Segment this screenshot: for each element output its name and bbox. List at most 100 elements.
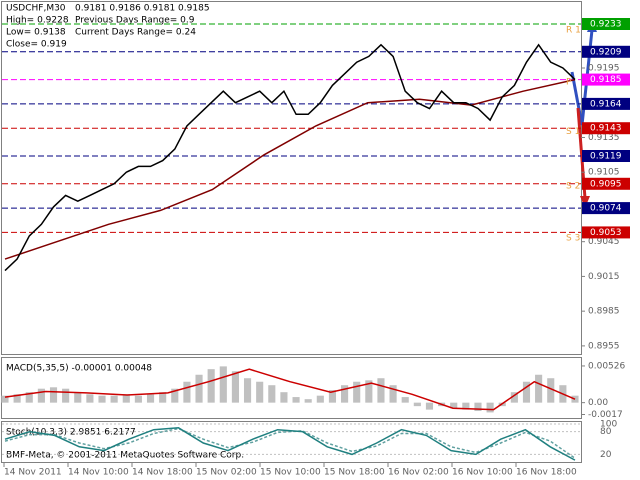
macd-bar xyxy=(450,402,458,409)
pivot-label: S 3 xyxy=(566,234,580,244)
price-tick-label: 0.9135 xyxy=(588,133,620,143)
level-label: 0.9233 xyxy=(590,20,622,30)
price-tick-label: 0.9195 xyxy=(588,64,620,74)
level-label: 0.9053 xyxy=(590,228,622,238)
stoch-label: Stoch(10,3,3) 2.9851 6.2177 xyxy=(6,428,136,438)
macd-tick-label: 0.00 xyxy=(588,398,608,408)
macd-bar xyxy=(341,385,349,403)
time-label: 14 Nov 10:00 xyxy=(68,468,129,478)
macd-bar xyxy=(474,402,482,412)
close: Close= 0.919 xyxy=(6,40,67,50)
macd-bar xyxy=(510,392,518,403)
level-label: 0.9119 xyxy=(590,152,622,162)
macd-bar xyxy=(110,395,118,403)
macd-bar xyxy=(49,387,58,403)
level-box xyxy=(582,177,630,190)
macd-bar xyxy=(86,394,94,403)
ohlc: 0.9181 0.9186 0.9181 0.9185 xyxy=(75,4,210,14)
level-box xyxy=(582,18,630,30)
level-label: 0.9164 xyxy=(590,99,622,109)
macd-bar xyxy=(256,381,264,403)
macd-label: MACD(5,35,5) -0.00001 0.00048 xyxy=(6,364,152,374)
moving-average xyxy=(4,78,576,260)
level-box xyxy=(582,45,630,58)
pivot-label: R 1 xyxy=(566,25,581,35)
level-box xyxy=(582,202,630,215)
pivot-label: S 2 xyxy=(566,182,580,192)
level-box xyxy=(582,122,630,135)
macd-signal xyxy=(4,368,576,411)
macd-bar xyxy=(243,378,252,403)
level-label: 0.9209 xyxy=(590,47,622,57)
curr-range: Current Days Range= 0.24 xyxy=(75,28,196,38)
stoch-tick-label: 100 xyxy=(600,420,617,430)
stoch-main xyxy=(4,427,576,461)
macd-bar xyxy=(316,395,324,403)
macd-bar xyxy=(195,374,203,403)
time-label: 15 Nov 10:00 xyxy=(260,468,321,478)
level-label: 0.9185 xyxy=(590,75,622,85)
macd-bar xyxy=(280,392,288,403)
macd-bar xyxy=(522,381,531,403)
macd-bar xyxy=(389,385,397,403)
level-box xyxy=(582,73,630,86)
prev-range: Previous Days Range= 0.9 xyxy=(75,16,195,26)
time-label: 16 Nov 18:00 xyxy=(516,468,577,478)
macd-bar xyxy=(292,397,300,403)
macd-bar xyxy=(401,397,409,403)
macd-bar xyxy=(183,381,191,403)
time-label: 16 Nov 10:00 xyxy=(452,468,513,478)
macd-bar xyxy=(62,388,70,403)
macd-bar xyxy=(37,388,45,403)
macd-tick-label: -0.0017 xyxy=(588,410,623,420)
macd-bar xyxy=(1,395,9,403)
stoch-signal xyxy=(4,427,576,459)
macd-bar xyxy=(462,402,470,410)
macd-bar xyxy=(231,371,239,403)
macd-bar xyxy=(486,402,494,413)
macd-bar xyxy=(377,378,385,403)
price-tick-label: 0.9015 xyxy=(588,272,620,282)
level-box xyxy=(582,150,630,162)
macd-bar xyxy=(207,369,215,403)
macd-bar xyxy=(171,388,179,403)
pivot-label: P xyxy=(566,77,572,87)
macd-bar xyxy=(413,402,421,407)
macd-bar xyxy=(353,381,361,403)
macd-bar xyxy=(13,394,21,403)
time-label: 15 Nov 18:00 xyxy=(324,468,385,478)
macd-pane xyxy=(1,357,582,419)
time-label: 14 Nov 18:00 xyxy=(132,468,193,478)
macd-bar xyxy=(535,374,543,403)
macd-bar xyxy=(134,395,142,403)
high: High= 0.9228 xyxy=(6,16,69,26)
macd-tick-label: 0.00526 xyxy=(588,361,625,371)
macd-bar xyxy=(25,392,33,403)
macd-bar xyxy=(74,392,82,403)
macd-bar xyxy=(268,385,276,403)
macd-bar xyxy=(304,399,312,403)
price-pane xyxy=(1,1,582,355)
macd-bar xyxy=(159,392,167,403)
macd-bar xyxy=(219,366,227,403)
time-label: 16 Nov 02:00 xyxy=(388,468,449,478)
level-label: 0.9074 xyxy=(590,204,622,214)
time-label: 14 Nov 2011 xyxy=(4,468,62,478)
level-label: 0.9143 xyxy=(590,124,622,134)
macd-bar xyxy=(146,394,155,403)
low: Low= 0.9138 xyxy=(6,28,66,38)
footer: BMF-Meta, © 2001-2011 MetaQuotes Softwar… xyxy=(6,451,244,461)
macd-bar xyxy=(365,380,373,403)
macd-bar xyxy=(122,394,130,403)
stoch-pane xyxy=(1,421,582,463)
price-tick-label: 0.8985 xyxy=(588,307,620,317)
pivot-label: S 1 xyxy=(566,127,580,137)
level-label: 0.9095 xyxy=(590,179,622,189)
macd-bar xyxy=(547,378,555,403)
price-tick-label: 0.9105 xyxy=(588,168,620,178)
stoch-tick-label: 20 xyxy=(600,450,612,460)
price-tick-label: 0.8955 xyxy=(588,341,620,351)
time-label: 15 Nov 02:00 xyxy=(196,468,257,478)
